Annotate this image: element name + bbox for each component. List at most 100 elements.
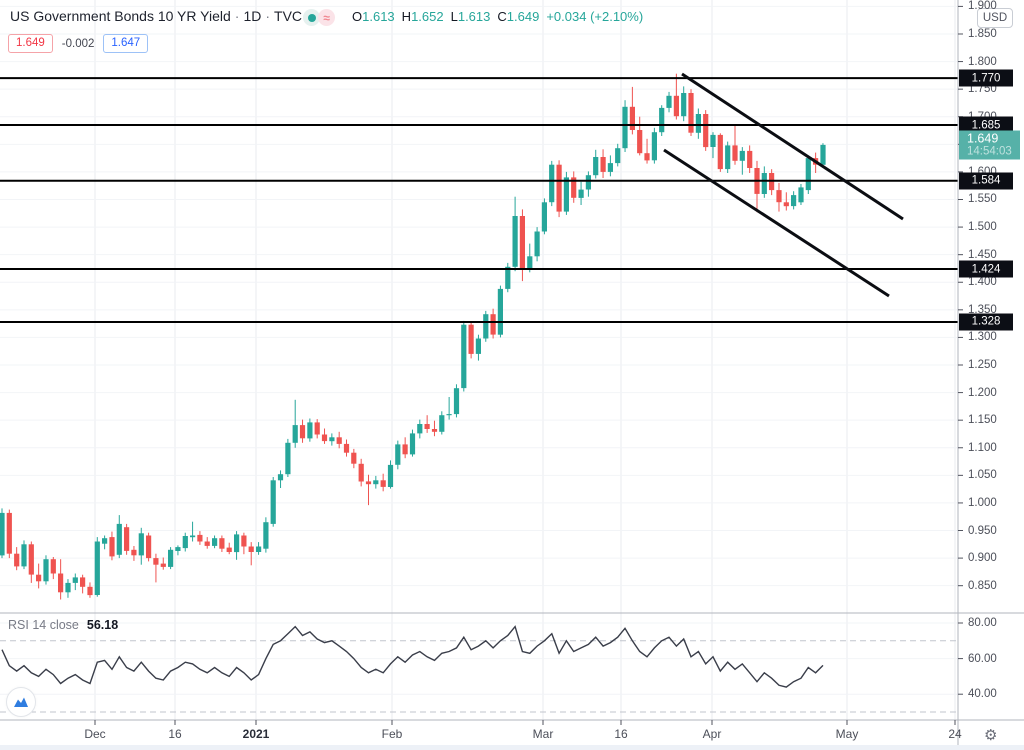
- last-price-label: 1.649 14:54:03: [959, 130, 1020, 160]
- price-tick-label: 1.900: [968, 0, 997, 13]
- candle-body: [512, 216, 518, 267]
- candle-body: [563, 177, 569, 212]
- candle-body: [791, 195, 797, 207]
- candle-body: [87, 586, 93, 596]
- candle-body: [102, 538, 108, 544]
- candle-body: [409, 433, 416, 455]
- candle-body: [263, 522, 269, 549]
- rsi-legend[interactable]: RSI 14 close 56.18: [8, 618, 118, 632]
- candle-body: [226, 547, 232, 552]
- candle-body: [270, 480, 276, 524]
- candle-body: [109, 537, 115, 557]
- time-axis-settings-icon[interactable]: ⚙: [984, 727, 998, 744]
- last-price-value: 1.649: [967, 131, 999, 146]
- currency-button[interactable]: USD: [977, 8, 1013, 28]
- candle-body: [644, 153, 650, 161]
- candle-body: [527, 256, 533, 269]
- candle-body: [475, 338, 481, 354]
- candle-body: [659, 107, 665, 133]
- price-tick-label: 0.950: [968, 524, 997, 537]
- candle-body: [534, 231, 540, 257]
- tradingview-logo[interactable]: [6, 687, 36, 717]
- title-separator-1: ·: [234, 8, 240, 24]
- candle-body: [72, 577, 78, 583]
- time-tick-label[interactable]: Dec: [84, 727, 106, 741]
- status-badges: ≈: [303, 9, 335, 26]
- streaming-status-icon[interactable]: [303, 9, 320, 26]
- candle-body: [571, 177, 577, 198]
- candle-body: [65, 582, 71, 593]
- candle-body: [461, 324, 467, 389]
- price-tick-label: 1.400: [968, 276, 997, 289]
- rsi-name[interactable]: RSI: [8, 618, 29, 632]
- candle-body: [182, 536, 188, 549]
- low-label: L: [450, 9, 458, 24]
- time-tick-label[interactable]: 16: [168, 727, 182, 741]
- candle-body: [365, 481, 372, 485]
- candle-body: [28, 544, 34, 575]
- time-tick-label[interactable]: May: [835, 727, 859, 741]
- time-tick-label[interactable]: Mar: [532, 727, 554, 741]
- ohlc-readout: O1.613 H1.652 L1.613 C1.649 +0.034 (+2.10%): [352, 9, 643, 24]
- candle-body: [299, 425, 306, 439]
- candle-body: [505, 266, 511, 289]
- candle-body: [805, 158, 811, 191]
- candle-body: [80, 577, 86, 587]
- candle-body: [146, 535, 152, 559]
- candle-body: [292, 425, 298, 443]
- candle-body: [256, 546, 262, 552]
- candle-body: [483, 314, 489, 339]
- candle-body: [402, 444, 408, 455]
- candle-body: [439, 415, 445, 432]
- candle-body: [285, 442, 291, 475]
- time-tick-label[interactable]: Apr: [702, 727, 722, 741]
- symbol-title-row[interactable]: US Government Bonds 10 YR Yield · 1D · TVC: [10, 8, 302, 24]
- candle-body: [651, 132, 657, 161]
- price-tick-label: 1.450: [968, 248, 997, 261]
- symbol-name[interactable]: US Government Bonds 10 YR Yield: [10, 8, 231, 24]
- candlestick-series: [0, 73, 826, 600]
- time-tick-label[interactable]: Feb: [381, 727, 403, 741]
- rsi-tick-label: 60.00: [968, 652, 997, 665]
- exchange-label: TVC: [274, 8, 303, 24]
- candle-body: [321, 434, 328, 442]
- descending-trendline: [681, 72, 904, 221]
- candle-body: [747, 150, 753, 168]
- candle-body: [519, 216, 525, 269]
- candle-body: [453, 388, 460, 415]
- candle-body: [314, 422, 320, 435]
- candle-body: [153, 558, 159, 565]
- candle-body: [307, 422, 313, 439]
- buy-price-button[interactable]: 1.647: [103, 34, 149, 53]
- delayed-data-icon[interactable]: ≈: [318, 9, 335, 26]
- interval-label[interactable]: 1D: [243, 8, 262, 24]
- candle-body: [761, 173, 767, 194]
- price-tick-label: 1.250: [968, 359, 997, 371]
- time-tick-label[interactable]: 2021: [242, 727, 270, 741]
- candle-body: [43, 559, 49, 582]
- low-value: 1.613: [457, 9, 491, 24]
- candle-body: [681, 93, 687, 117]
- level-price-label: 1.328: [959, 313, 1013, 331]
- candle-body: [116, 523, 122, 555]
- candle-body: [585, 175, 591, 190]
- candle-body: [138, 533, 144, 556]
- candle-body: [717, 134, 723, 170]
- candle-body: [578, 189, 584, 198]
- price-tick-label: 1.200: [968, 386, 997, 399]
- price-tick-label: 1.850: [968, 27, 997, 40]
- time-tick-label[interactable]: 16: [614, 727, 628, 741]
- time-tick-label[interactable]: 24: [948, 727, 962, 741]
- quote-row: 1.649 -0.002 1.647: [8, 34, 149, 53]
- bottom-edge-strip: [0, 745, 1024, 750]
- sell-price-button[interactable]: 1.649: [8, 34, 53, 53]
- candle-body: [395, 444, 401, 465]
- candle-body: [739, 150, 745, 161]
- rsi-tick-label: 40.00: [968, 688, 997, 701]
- candle-body: [541, 202, 547, 232]
- candle-body: [219, 538, 225, 549]
- candle-body: [600, 157, 606, 172]
